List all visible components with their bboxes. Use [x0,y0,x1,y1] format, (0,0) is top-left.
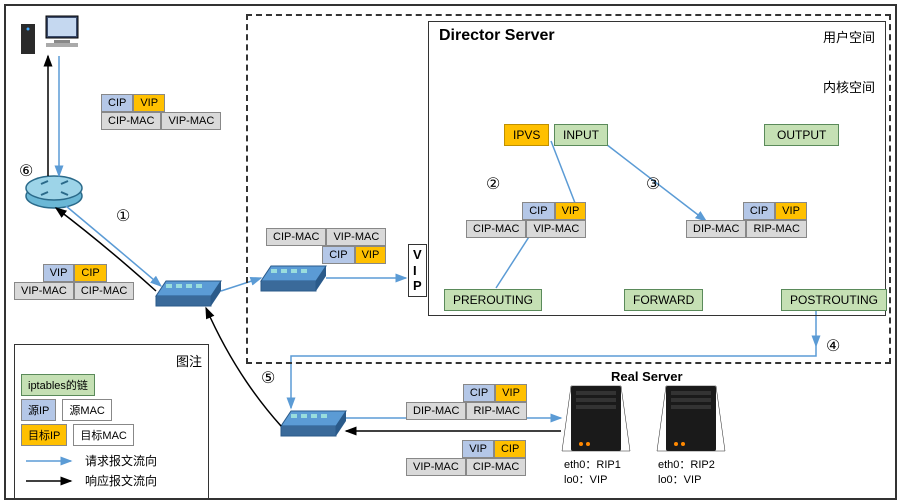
legend-box: 图注 iptables的链 源IP 源MAC 目标IP 目标MAC 请求报文流向… [14,344,209,499]
legend-srcip: 源IP [21,399,56,421]
step5: ⑤ [261,368,275,388]
step2: ② [486,174,500,194]
step3: ③ [646,174,660,194]
user-space-label: 用户空间 [823,27,875,46]
director-title: Director Server [439,27,555,45]
rs1-lo: lo0：VIP [564,471,607,487]
vip-interface: VIP [408,244,427,297]
kernel-space-label: 内核空间 [823,77,875,96]
packet-pc-out: CIPVIP CIP-MACVIP-MAC [101,94,221,130]
rs1-eth: eth0：RIP1 [564,456,621,472]
legend-srcmac: 源MAC [62,399,111,421]
packet-resp-switch: XXVIPCIP VIP-MACCIP-MAC [14,264,134,300]
step4: ④ [826,336,840,356]
packet-to-rs: CIPVIP DIP-MACRIP-MAC [406,384,527,420]
rs2-lo: lo0：VIP [658,471,701,487]
packet-step2: CIPVIP CIP-MACVIP-MAC [466,202,586,238]
legend-title: 图注 [21,351,202,370]
ipvs-chain: IPVS [504,124,549,146]
legend-dstmac: 目标MAC [73,424,133,446]
switch1-icon [156,281,221,306]
switch3-icon [281,411,346,436]
legend-resp: 响应报文流向 [85,472,157,489]
server1-icon [562,386,630,451]
director-region: Director Server 用户空间 内核空间 IPVS INPUT OUT… [246,14,891,364]
step1: ① [116,206,130,226]
prerouting-chain: PREROUTING [444,289,542,311]
director-server-box: Director Server 用户空间 内核空间 IPVS INPUT OUT… [428,21,886,316]
legend-req: 请求报文流向 [85,452,157,469]
legend-iptables: iptables的链 [21,374,95,396]
packet-from-rs: VIPCIP VIP-MACCIP-MAC [406,440,526,476]
server2-icon [657,386,725,451]
forward-chain: FORWARD [624,289,703,311]
packet-to-director: CIP-MACVIP-MAC CIPVIP [266,228,386,264]
step6: ⑥ [19,161,33,181]
legend-dstip: 目标IP [21,424,67,446]
input-chain: INPUT [554,124,608,146]
output-chain: OUTPUT [764,124,839,146]
rs2-eth: eth0：RIP2 [658,456,715,472]
packet-step3: CIPVIP DIP-MACRIP-MAC [686,202,807,238]
real-server-label: Real Server [611,369,683,384]
pc-icon [21,16,78,54]
postrouting-chain: POSTROUTING [781,289,887,311]
router-icon [26,176,82,208]
